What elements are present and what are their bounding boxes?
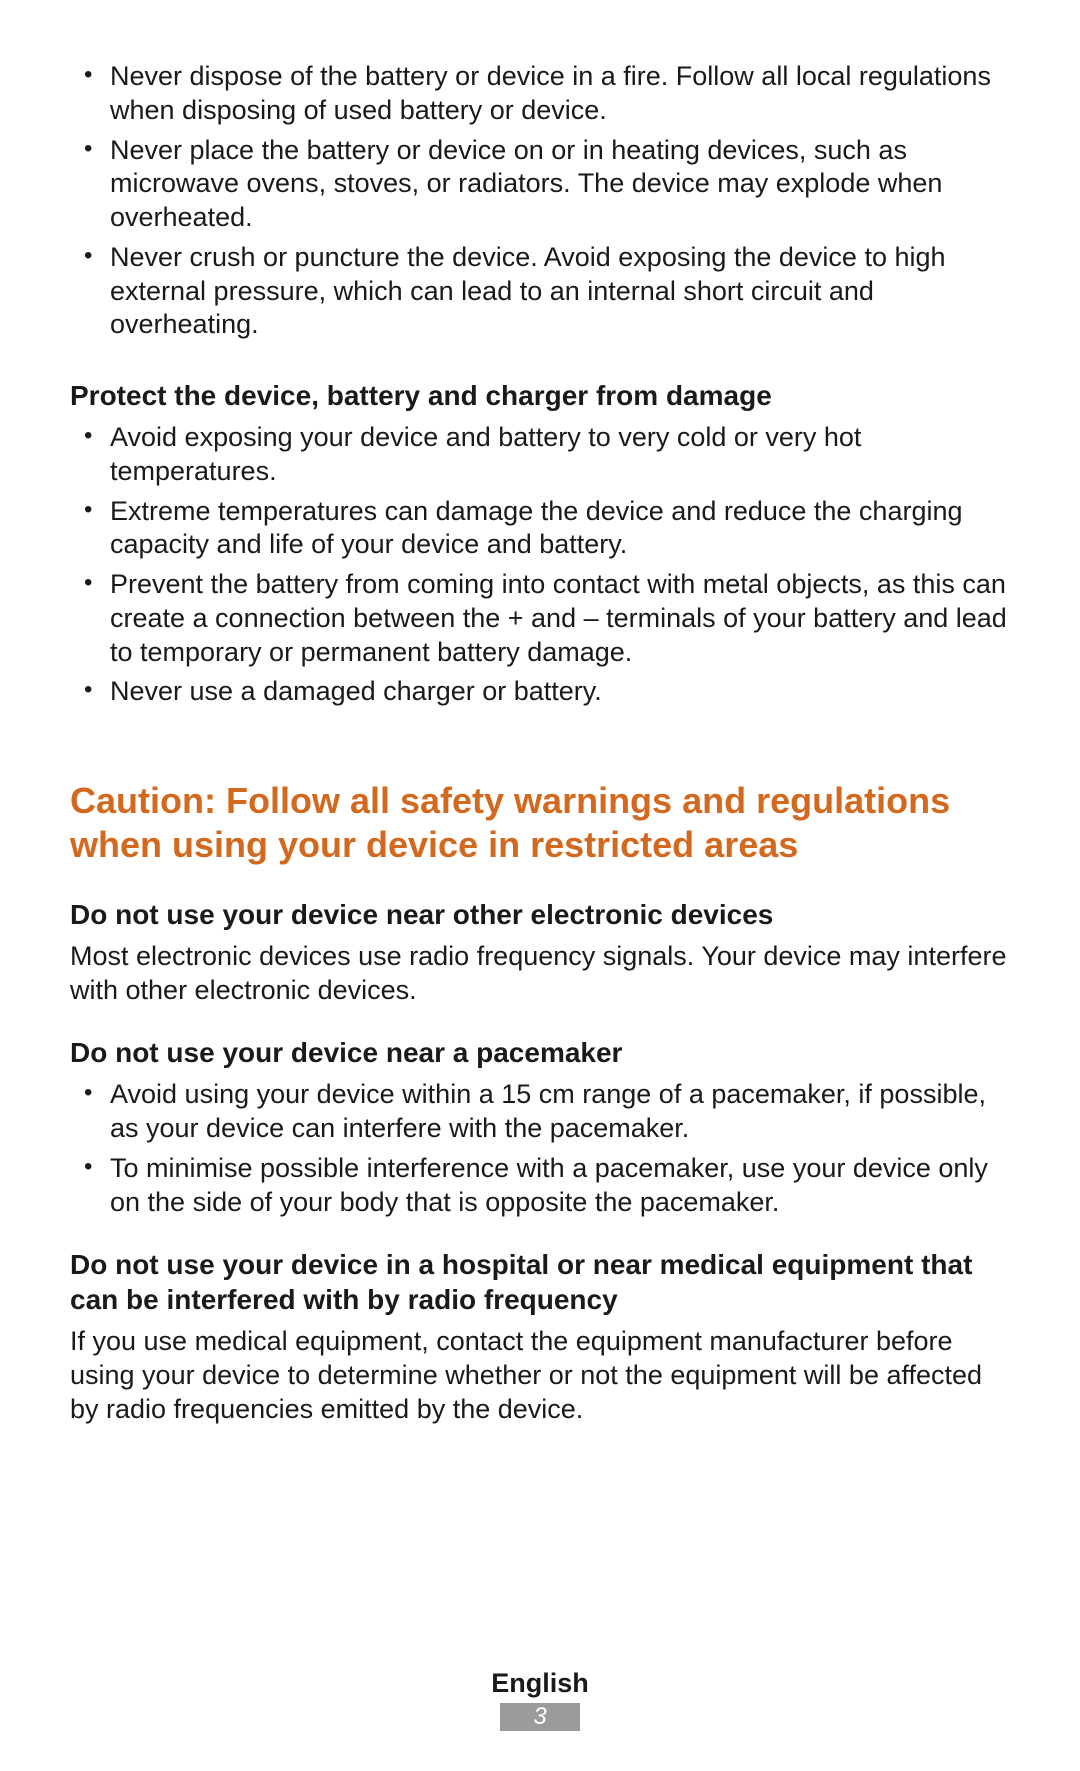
footer-language-label: English xyxy=(0,1668,1080,1699)
footer-page-number: 3 xyxy=(500,1703,580,1731)
caution-heading: Caution: Follow all safety warnings and … xyxy=(70,779,1010,867)
disposal-bullet-list: Never dispose of the battery or device i… xyxy=(70,60,1010,342)
document-page: Never dispose of the battery or device i… xyxy=(70,60,1010,1771)
protect-bullet-list: Avoid exposing your device and battery t… xyxy=(70,421,1010,709)
protect-subheading: Protect the device, battery and charger … xyxy=(70,378,1010,413)
pacemaker-subheading: Do not use your device near a pacemaker xyxy=(70,1035,1010,1070)
electronic-devices-body: Most electronic devices use radio freque… xyxy=(70,940,1010,1008)
list-item: To minimise possible interference with a… xyxy=(70,1152,1010,1220)
list-item: Never place the battery or device on or … xyxy=(70,134,1010,235)
list-item: Never use a damaged charger or battery. xyxy=(70,675,1010,709)
electronic-devices-subheading: Do not use your device near other electr… xyxy=(70,897,1010,932)
pacemaker-bullet-list: Avoid using your device within a 15 cm r… xyxy=(70,1078,1010,1219)
list-item: Extreme temperatures can damage the devi… xyxy=(70,495,1010,563)
list-item: Prevent the battery from coming into con… xyxy=(70,568,1010,669)
list-item: Never crush or puncture the device. Avoi… xyxy=(70,241,1010,342)
hospital-body: If you use medical equipment, contact th… xyxy=(70,1325,1010,1426)
list-item: Never dispose of the battery or device i… xyxy=(70,60,1010,128)
list-item: Avoid using your device within a 15 cm r… xyxy=(70,1078,1010,1146)
page-footer: English 3 xyxy=(0,1668,1080,1731)
list-item: Avoid exposing your device and battery t… xyxy=(70,421,1010,489)
hospital-subheading: Do not use your device in a hospital or … xyxy=(70,1247,1010,1317)
